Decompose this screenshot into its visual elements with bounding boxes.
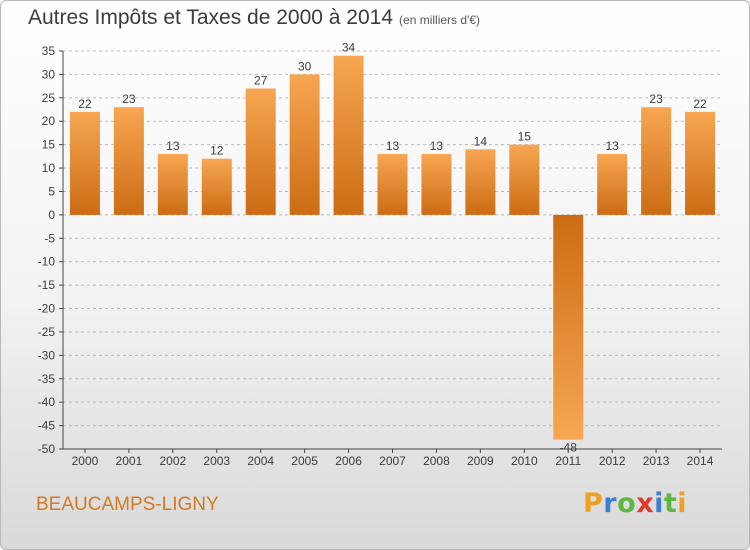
x-tick-label: 2003	[203, 454, 230, 468]
bar	[157, 154, 188, 215]
title-text: Autres Impôts et Taxes de 2000 à 2014	[28, 6, 394, 29]
bar	[333, 55, 364, 215]
data-label: 13	[386, 139, 400, 153]
bar	[377, 154, 408, 215]
data-label: 27	[254, 73, 268, 87]
x-tick-label: 2010	[511, 454, 538, 468]
x-tick-label: 2013	[643, 454, 670, 468]
bar	[465, 149, 496, 215]
bar	[509, 144, 540, 215]
y-tick-label: 10	[42, 161, 56, 175]
bar	[245, 88, 276, 215]
bar	[289, 74, 320, 215]
y-tick-label: -10	[38, 255, 56, 269]
x-tick-label: 2000	[72, 454, 99, 468]
data-label: 12	[210, 144, 224, 158]
y-tick-label: 15	[42, 138, 56, 152]
data-label: 30	[298, 59, 312, 73]
x-tick-label: 2014	[687, 454, 714, 468]
data-label: 23	[122, 92, 136, 106]
data-label: 13	[430, 139, 444, 153]
chart-title: Autres Impôts et Taxes de 2000 à 2014 (en…	[28, 6, 480, 30]
logo-letter: x	[636, 488, 655, 519]
y-tick-label: 35	[42, 44, 56, 58]
y-tick-label: -25	[38, 325, 56, 339]
data-label: 22	[78, 97, 92, 111]
bar	[113, 107, 144, 215]
y-tick-label: -35	[38, 372, 56, 386]
bar	[641, 107, 672, 215]
y-tick-label: 5	[48, 184, 55, 198]
bar	[553, 214, 584, 440]
y-tick-label: -40	[38, 395, 56, 409]
x-tick-label: 2005	[291, 454, 318, 468]
logo-letter: i	[654, 488, 664, 519]
data-label: 15	[518, 130, 532, 144]
logo-letter: i	[677, 488, 688, 519]
x-tick-label: 2002	[159, 454, 186, 468]
proxiti-logo: Proxiti	[583, 488, 687, 519]
x-tick-label: 2012	[599, 454, 626, 468]
unit-label: (en milliers d'€)	[399, 13, 481, 27]
x-tick-label: 2009	[467, 454, 494, 468]
y-tick-label: -15	[38, 278, 56, 292]
bar	[69, 111, 100, 215]
y-tick-label: -45	[38, 419, 56, 433]
y-tick-label: 0	[48, 208, 55, 222]
commune-name: BEAUCAMPS-LIGNY	[36, 494, 219, 515]
x-tick-label: 2011	[555, 454, 581, 468]
data-label: 13	[166, 139, 180, 153]
x-tick-label: 2008	[423, 454, 450, 468]
y-tick-label: -20	[38, 302, 56, 316]
bar	[685, 111, 716, 215]
data-label: 14	[474, 134, 488, 148]
bar	[597, 154, 628, 215]
y-tick-label: 20	[42, 114, 56, 128]
data-label: 23	[649, 92, 663, 106]
bar	[421, 154, 452, 215]
data-label: 34	[342, 41, 356, 55]
bar	[201, 158, 232, 215]
logo-letter: P	[583, 488, 604, 519]
data-label: 13	[605, 139, 619, 153]
x-tick-label: 2004	[247, 454, 274, 468]
y-tick-label: -50	[38, 442, 56, 456]
data-label: 22	[693, 97, 707, 111]
x-tick-label: 2007	[379, 454, 406, 468]
y-tick-label: 30	[42, 67, 56, 81]
logo-letter: o	[617, 488, 637, 519]
data-label: -48	[560, 441, 578, 455]
logo-letter: t	[663, 488, 678, 519]
x-tick-label: 2006	[335, 454, 362, 468]
y-tick-label: -5	[44, 231, 55, 245]
y-tick-label: 25	[42, 91, 56, 105]
x-tick-label: 2001	[116, 454, 143, 468]
y-tick-label: -30	[38, 348, 56, 362]
logo-letter: r	[603, 488, 618, 519]
